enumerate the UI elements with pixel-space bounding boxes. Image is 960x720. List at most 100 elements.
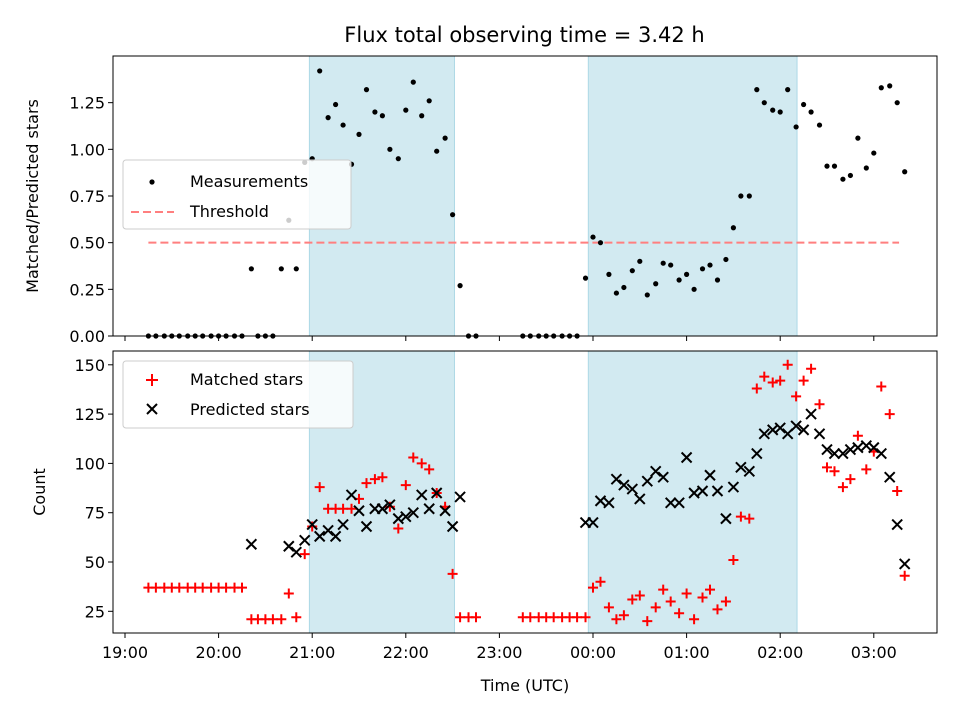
matched-star-point xyxy=(276,614,287,625)
matched-star-point xyxy=(775,375,786,386)
x-tick-label: 02:00 xyxy=(757,643,803,662)
matched-star-point xyxy=(603,602,614,613)
matched-star-point xyxy=(221,582,232,593)
predicted-star-point xyxy=(774,422,786,434)
matched-star-point xyxy=(174,582,185,593)
measurement-point xyxy=(723,256,729,263)
bottom-panel: 25 50 75 100 125 150 19:00 20:00 21:00 22:00 23:0… xyxy=(30,350,938,695)
predicted-star-point xyxy=(758,428,770,440)
legend-matched-marker xyxy=(146,374,158,386)
matched-star-point xyxy=(822,462,832,473)
predicted-star-point xyxy=(610,473,623,485)
measurement-point xyxy=(644,292,650,298)
measurement-point xyxy=(691,286,697,292)
predicted-star-point xyxy=(650,465,662,478)
predicted-star-point xyxy=(416,489,428,501)
predicted-star-point xyxy=(884,471,896,483)
bottom-panel-marks xyxy=(143,359,911,627)
measurement-point xyxy=(902,169,908,175)
x-tick-label: 23:00 xyxy=(476,643,522,662)
legend-predicted-label: Predicted stars xyxy=(190,400,310,419)
measurement-point xyxy=(387,146,393,152)
predicted-star-point xyxy=(860,439,873,452)
matched-star-point xyxy=(861,464,872,475)
matched-star-point xyxy=(267,614,278,625)
x-axis-label: Time (UTC) xyxy=(480,676,569,695)
matched-star-point xyxy=(852,430,863,441)
top-panel-y-axis: 0.00 0.25 0.50 0.75 1.00 1.25 xyxy=(69,94,113,346)
matched-star-point xyxy=(400,480,411,491)
x-tick-label: 22:00 xyxy=(383,643,429,662)
measurement-point xyxy=(676,277,682,283)
chart-title: Flux total observing time = 3.42 h xyxy=(344,23,704,47)
predicted-star-point xyxy=(751,447,763,460)
matched-star-point xyxy=(424,464,435,475)
measurement-point xyxy=(714,277,721,283)
measurement-point xyxy=(840,176,846,182)
x-tick-label: 00:00 xyxy=(570,643,616,662)
matched-star-point xyxy=(650,602,661,613)
measurement-point xyxy=(738,193,744,199)
matched-star-point xyxy=(892,486,903,497)
matched-star-point xyxy=(283,588,294,599)
matched-star-point xyxy=(665,596,676,607)
y-tick-label: 125 xyxy=(74,405,105,424)
predicted-star-point xyxy=(852,441,864,454)
predicted-star-point xyxy=(657,471,669,483)
legend-predicted-marker xyxy=(146,403,158,415)
matched-star-point xyxy=(338,503,349,514)
matched-star-point xyxy=(314,482,325,493)
predicted-star-point xyxy=(337,518,349,531)
matched-star-point xyxy=(720,596,731,607)
y-tick-label: 150 xyxy=(74,356,105,375)
predicted-star-point xyxy=(696,485,709,497)
predicted-star-point xyxy=(704,469,716,481)
matched-star-point xyxy=(634,590,645,601)
predicted-star-point xyxy=(727,481,740,493)
measurement-point xyxy=(668,262,674,268)
x-tick-label: 21:00 xyxy=(289,643,335,662)
predicted-star-point xyxy=(821,443,833,456)
predicted-star-point xyxy=(735,461,747,474)
matched-star-point xyxy=(767,377,778,388)
predicted-star-point xyxy=(360,520,373,533)
matched-star-point xyxy=(728,555,739,566)
y-tick-label: 0.00 xyxy=(69,327,105,346)
matched-star-point xyxy=(837,482,848,493)
measurement-point xyxy=(761,100,767,106)
matched-star-point xyxy=(377,472,388,483)
matched-star-point xyxy=(595,576,606,587)
predicted-star-point xyxy=(603,497,615,509)
predicted-star-point xyxy=(875,447,887,460)
matched-star-point xyxy=(150,582,161,593)
measurement-point xyxy=(426,98,432,104)
matched-star-point xyxy=(674,608,685,619)
measurement-point xyxy=(403,107,409,113)
matched-star-point xyxy=(814,399,825,410)
predicted-star-point xyxy=(376,503,389,515)
matched-star-point xyxy=(744,513,755,524)
top-panel-marks xyxy=(145,68,908,339)
measurement-point xyxy=(590,234,596,240)
legend-matched-label: Matched stars xyxy=(190,370,303,389)
measurement-point xyxy=(379,113,385,119)
measurement-point xyxy=(754,87,760,93)
measurement-point xyxy=(863,165,869,171)
x-tick-label: 20:00 xyxy=(196,643,242,662)
predicted-star-point xyxy=(594,495,607,507)
legend-measurements-label: Measurements xyxy=(190,172,308,191)
measurement-point xyxy=(606,271,612,277)
predicted-star-point xyxy=(353,505,365,517)
predicted-star-point xyxy=(407,506,419,519)
predicted-star-point xyxy=(898,558,911,570)
bottom-panel-legend: Matched stars Predicted stars xyxy=(122,360,354,429)
measurement-point xyxy=(816,122,823,128)
matched-star-point xyxy=(197,582,208,593)
measurement-point xyxy=(847,172,854,179)
predicted-star-point xyxy=(423,503,435,515)
measurement-point xyxy=(248,266,254,272)
matched-star-point xyxy=(471,612,481,623)
predicted-star-point xyxy=(618,479,630,491)
measurement-point xyxy=(808,109,814,115)
predicted-star-point xyxy=(400,510,412,523)
